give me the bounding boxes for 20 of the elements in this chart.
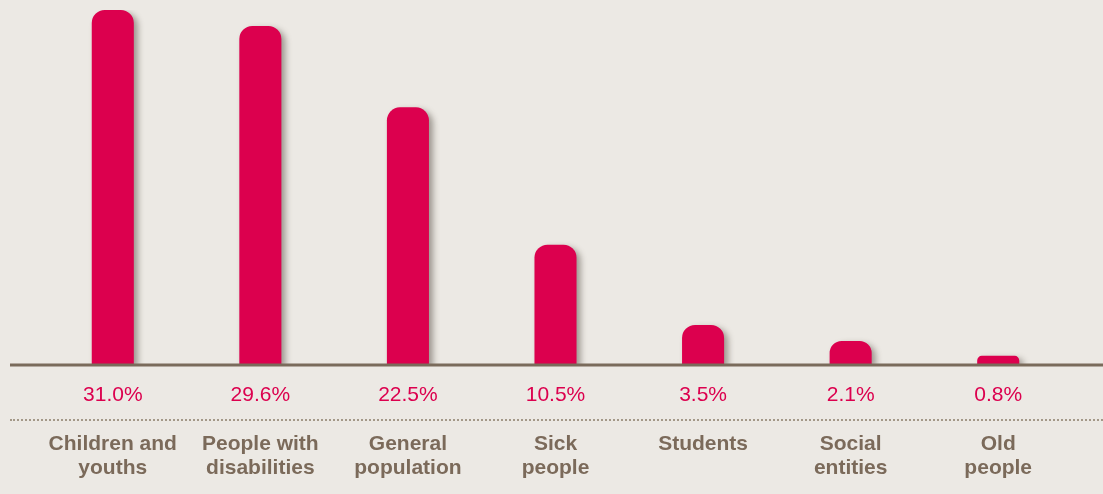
bar <box>91 10 134 365</box>
bar <box>239 26 282 365</box>
x-tick-label: People with disabilities <box>202 430 319 479</box>
bar <box>386 107 429 365</box>
x-tick-label: Social entities <box>813 430 888 479</box>
bar <box>534 244 577 365</box>
data-label: 22.5% <box>378 381 438 405</box>
data-label: 3.5% <box>679 381 728 405</box>
data-label: 31.0% <box>83 381 143 405</box>
data-label: 0.8% <box>974 381 1023 405</box>
x-tick-label: Old people <box>964 430 1033 479</box>
x-tick-label: Children and youths <box>48 430 177 479</box>
data-label: 29.6% <box>230 381 291 405</box>
x-tick-label: Students <box>658 430 748 454</box>
data-label: 2.1% <box>826 381 875 405</box>
x-tick-label: General population <box>354 430 462 479</box>
bar <box>829 340 872 365</box>
bar <box>682 324 725 365</box>
x-tick-label: Sick people <box>521 430 590 479</box>
data-label: 10.5% <box>525 381 586 405</box>
